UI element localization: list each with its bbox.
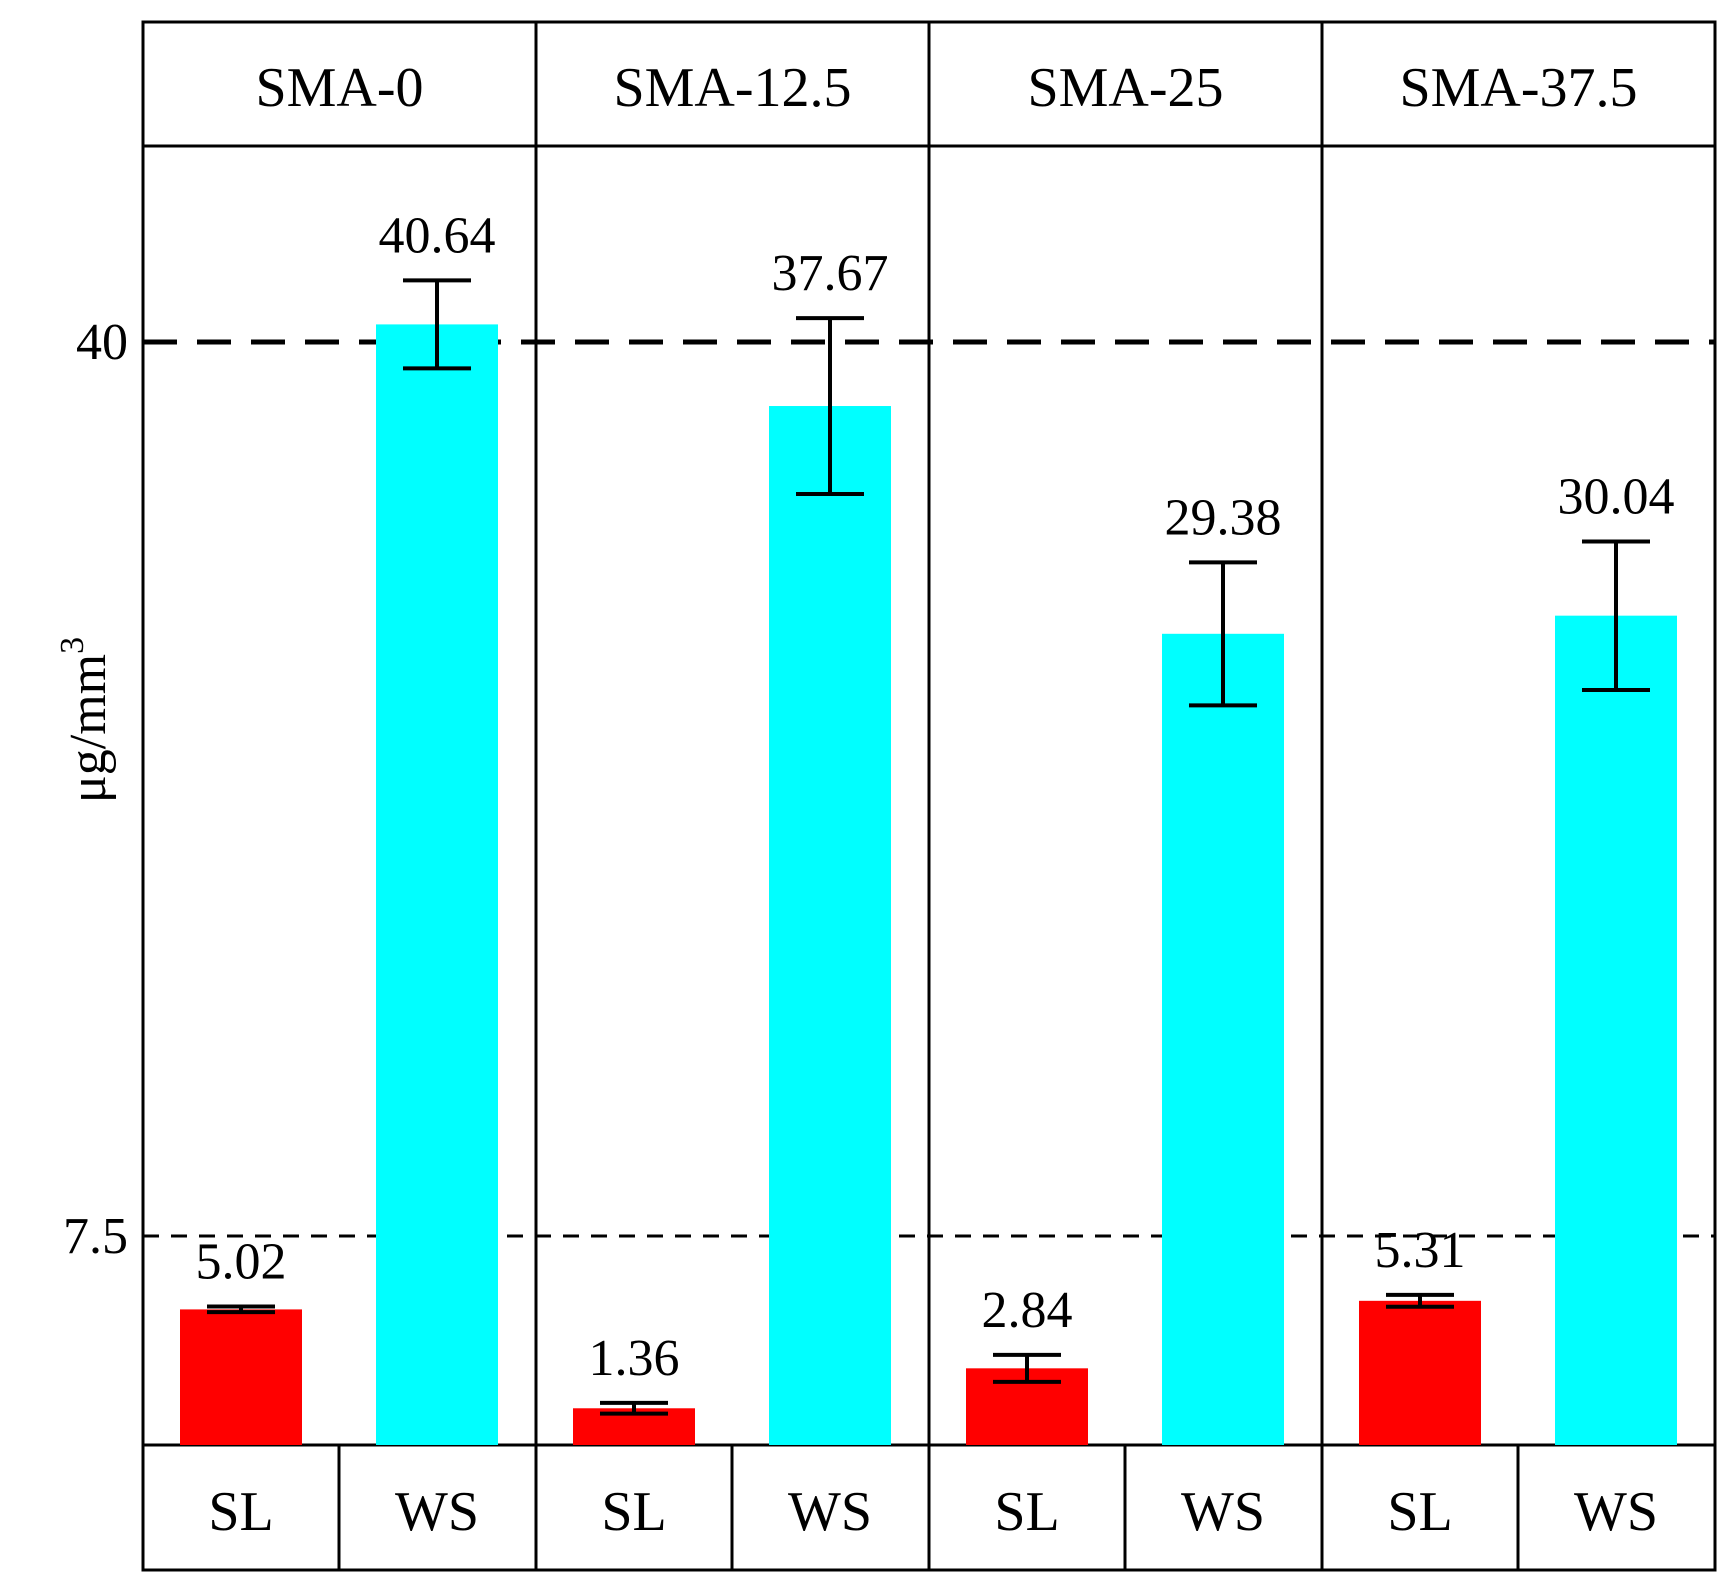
category-label-ws: WS	[1574, 1481, 1658, 1543]
bar-sl	[180, 1309, 302, 1445]
value-label: 40.64	[379, 207, 496, 264]
data-marks: 5.02 40.64 1.36 37.67 2.84 29.38 5.31 30.04	[180, 207, 1677, 1446]
category-label-sl: SL	[208, 1481, 273, 1543]
value-label: 30.04	[1558, 468, 1675, 525]
error-bar	[796, 316, 864, 496]
bar-ws	[1162, 633, 1284, 1445]
y-axis-label-superscript: 3	[54, 637, 91, 654]
y-tick-labels: 407.5	[63, 314, 128, 1265]
category-label-sl: SL	[601, 1481, 666, 1543]
panel-header-label: SMA-37.5	[1399, 57, 1637, 119]
category-label-sl: SL	[1387, 1481, 1452, 1543]
error-bar	[1386, 1292, 1454, 1309]
category-label-ws: WS	[1181, 1481, 1265, 1543]
category-label-ws: WS	[788, 1481, 872, 1543]
error-bar	[207, 1304, 275, 1315]
value-label: 37.67	[772, 245, 889, 302]
y-axis-label: μg/mm3	[54, 637, 117, 803]
y-tick-label: 7.5	[63, 1208, 128, 1265]
bar-ws	[769, 406, 891, 1446]
panel-header-label: SMA-12.5	[613, 57, 851, 119]
value-label: 5.02	[196, 1233, 287, 1290]
category-label-ws: WS	[395, 1481, 479, 1543]
error-bar	[1582, 539, 1650, 692]
category-labels: SL WS SL WS SL WS SL WS	[208, 1481, 1658, 1543]
bar-ws	[1555, 615, 1677, 1445]
bar-sl	[1359, 1300, 1481, 1445]
panel-header-label: SMA-0	[255, 57, 423, 119]
category-label-sl: SL	[994, 1481, 1059, 1543]
panel-headers: SMA-0 SMA-12.5 SMA-25 SMA-37.5	[255, 57, 1637, 119]
value-label: 1.36	[589, 1330, 680, 1387]
value-label: 29.38	[1165, 489, 1282, 546]
error-bar	[600, 1400, 668, 1416]
bar-ws	[376, 324, 498, 1445]
y-tick-label: 40	[76, 314, 128, 371]
value-label: 5.31	[1375, 1222, 1466, 1279]
error-bar	[1189, 560, 1257, 708]
value-label: 2.84	[982, 1282, 1073, 1339]
panel-header-label: SMA-25	[1027, 57, 1223, 119]
error-bar	[993, 1352, 1061, 1384]
y-axis-label-text: μg/mm	[60, 654, 117, 803]
error-bar	[403, 278, 471, 371]
